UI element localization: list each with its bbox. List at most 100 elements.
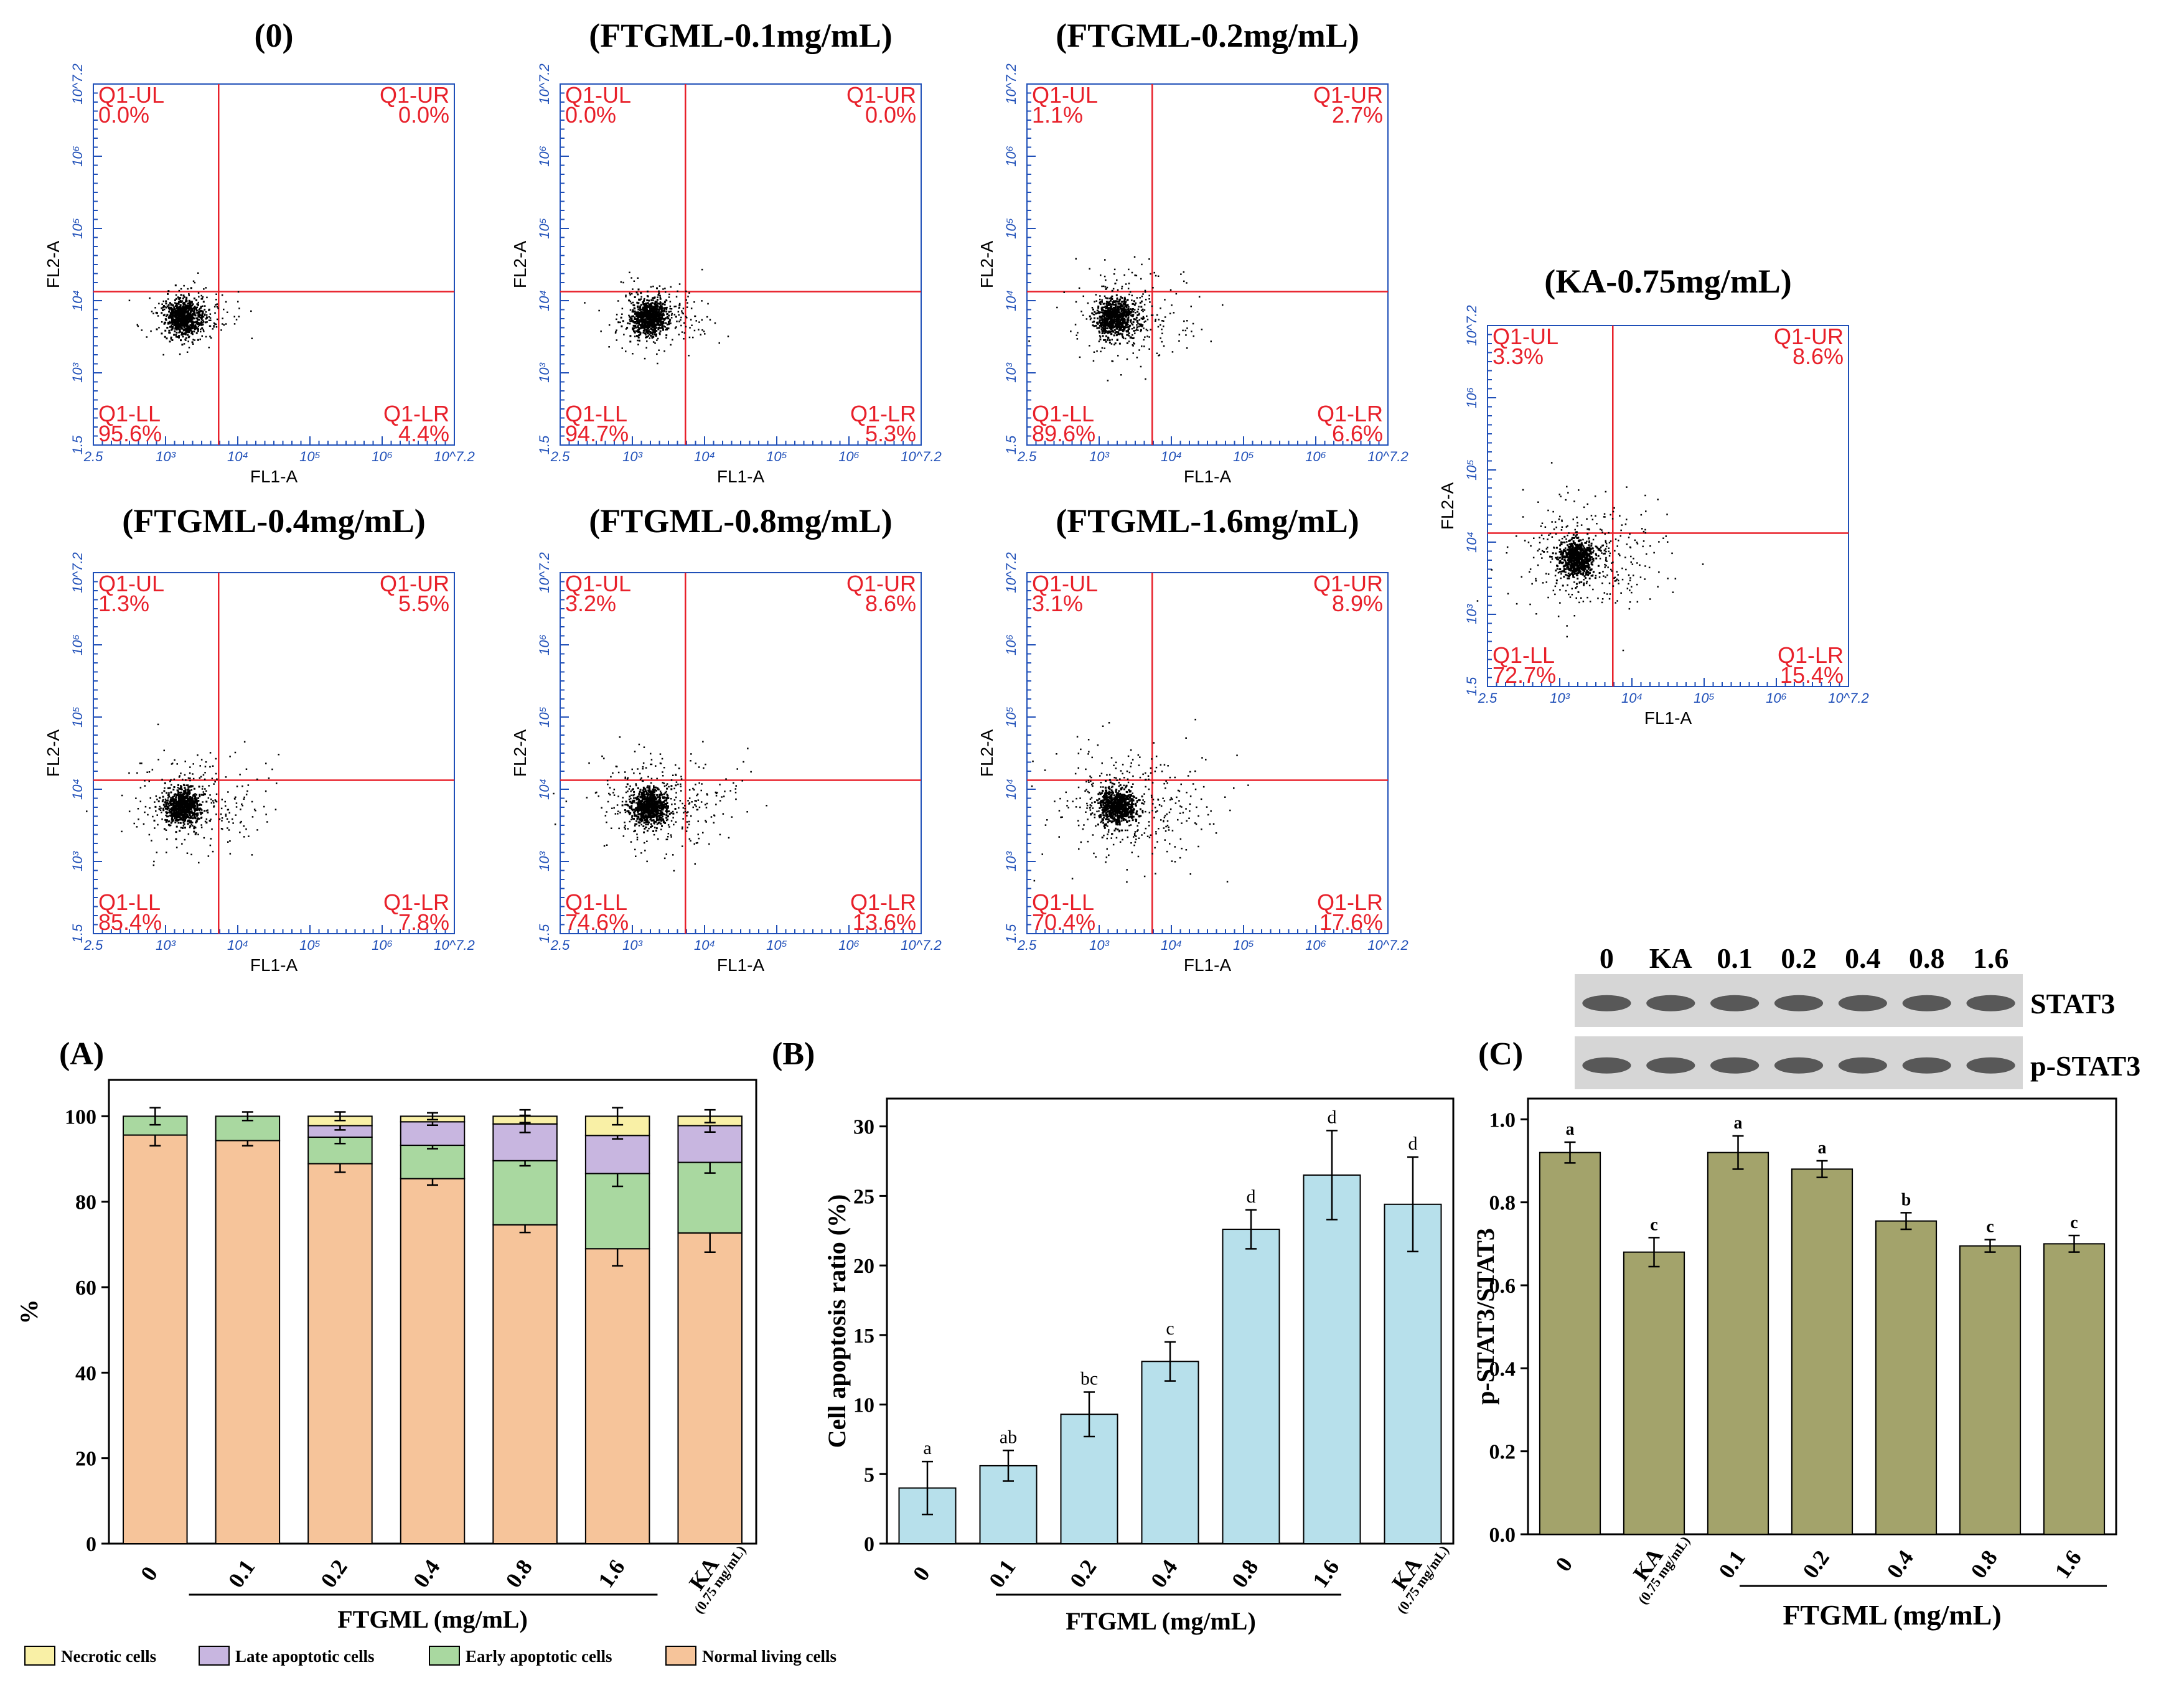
y-tick-label: 1.0	[1489, 1109, 1516, 1132]
y-axis-tick-label: 10³	[537, 851, 552, 871]
y-axis-tick-label: 10⁴	[1003, 290, 1019, 311]
panel-label-c: (C)	[1478, 1036, 1523, 1072]
flow-event-dots	[86, 723, 279, 866]
x-axis-tick-label: 10⁵	[299, 937, 321, 953]
x-axis-tick-label: 10⁵	[299, 449, 321, 464]
x-axis-tick-label: 10⁶	[372, 449, 393, 464]
q1-lr-name: Q1-LR	[383, 889, 449, 915]
protein-band	[1646, 995, 1695, 1011]
significance-letter: c	[1650, 1215, 1657, 1234]
stacked-bar-segment	[492, 1160, 558, 1226]
q1-lr-value: 15.4%	[1780, 662, 1844, 688]
lane-label: 0.4	[1845, 942, 1881, 974]
x-axis-tick-label: 10⁴	[1621, 690, 1643, 706]
q1-lr-name: Q1-LR	[383, 401, 449, 426]
stacked-bar-segment	[400, 1145, 466, 1179]
y-axis-tick-label: 1.5	[70, 924, 85, 943]
flow-panel: (FTGML-0.1mg/mL)Q1-UL0.0%Q1-UR0.0%Q1-LL9…	[510, 17, 942, 486]
q1-ul-name: Q1-UL	[1493, 324, 1558, 349]
y-axis-title: %	[15, 1300, 43, 1325]
q1-ul-name: Q1-UL	[98, 82, 164, 108]
x-axis-tick-label: 10^7.2	[1828, 690, 1868, 706]
y-axis-tick-label: 1.5	[537, 435, 552, 454]
y-axis-tick-label: 10^7.2	[1003, 63, 1019, 104]
q1-ur-value: 0.0%	[398, 102, 449, 128]
q1-ul-name: Q1-UL	[98, 571, 164, 596]
y-axis-tick-label: 10⁵	[70, 706, 85, 728]
western-blot: 0 KA 0.1 0.2 0.4 0.8 1.6 STAT3 p-STAT3	[1575, 942, 2140, 1089]
flow-panel: (FTGML-0.2mg/mL) Q1-UL1.1% Q1-UR2.7% Q1-LL8…	[977, 17, 1408, 486]
y-axis-tick-label: 10⁶	[1003, 146, 1019, 167]
q1-lr-name: Q1-LR	[1317, 401, 1383, 426]
flow-event-dots	[584, 268, 729, 365]
q1-ur-name: Q1-UR	[846, 571, 916, 596]
q1-ll-value: 95.6%	[98, 421, 162, 446]
panel-label-b: (B)	[772, 1036, 815, 1072]
x-axis-tick-label: 10⁴	[1161, 449, 1182, 464]
x-axis-tick-label: 10⁵	[1233, 937, 1254, 953]
bar	[1623, 1251, 1685, 1535]
significance-letter: d	[1247, 1186, 1256, 1207]
y-axis-tick-label: 10^7.2	[70, 552, 85, 593]
x-axis-tick-label: 10⁴	[694, 449, 715, 464]
x-axis-tick-label: 10³	[1089, 449, 1109, 464]
y-axis-tick-label: 10^7.2	[1464, 305, 1479, 345]
y-axis-tick-label: 10⁶	[1003, 634, 1019, 655]
x-axis-tick-label: 10^7.2	[1367, 449, 1408, 464]
flow-panel-title: (FTGML-0.2mg/mL)	[1056, 17, 1359, 54]
q1-ul-name: Q1-UL	[565, 571, 631, 596]
x-axis-tick-label: 10⁵	[766, 937, 787, 953]
x-axis-tick-label: 10³	[622, 937, 642, 953]
q1-ul-value: 0.0%	[565, 102, 616, 128]
bar	[1875, 1220, 1938, 1535]
y-axis-name: FL2-A	[44, 729, 63, 777]
bar	[1791, 1168, 1854, 1536]
flow-panel-title: (KA-0.75mg/mL)	[1544, 263, 1791, 300]
y-tick-label: 0.4	[1489, 1358, 1516, 1381]
y-tick-label: 0.8	[1489, 1192, 1516, 1215]
flow-event-dots	[1031, 718, 1249, 883]
flow-panel-title: (FTGML-1.6mg/mL)	[1056, 502, 1359, 540]
x-axis-tick-label: 10^7.2	[901, 937, 941, 953]
x-axis-tick-label: 10⁶	[1766, 690, 1787, 706]
y-tick-label: 20	[75, 1448, 96, 1471]
flow-panel: (FTGML-0.4mg/mL) Q1-UL1.3% Q1-UR5.5% Q1-LL8…	[44, 502, 475, 975]
x-axis-name: FL1-A	[717, 467, 765, 486]
q1-ll-name: Q1-LL	[98, 889, 161, 915]
q1-ll-name: Q1-LL	[1032, 889, 1094, 915]
x-axis-name: FL1-A	[250, 955, 298, 975]
y-tick-label: 60	[75, 1277, 96, 1300]
y-tick-label: 100	[65, 1105, 96, 1128]
y-axis-tick-label: 10⁴	[70, 290, 85, 311]
protein-band	[1582, 995, 1631, 1011]
bar	[1141, 1361, 1199, 1544]
y-tick-label: 0.6	[1489, 1275, 1516, 1298]
stacked-bar-segment	[677, 1232, 743, 1544]
legend-swatch	[24, 1646, 55, 1666]
stacked-bar-segment	[400, 1178, 466, 1544]
x-axis-tick-label: 10⁶	[372, 937, 393, 953]
y-tick-label: 0.2	[1489, 1441, 1516, 1464]
q1-ul-name: Q1-UL	[1032, 571, 1098, 596]
panel-label-a: (A)	[59, 1036, 104, 1072]
q1-ur-name: Q1-UR	[1313, 571, 1383, 596]
bar	[1707, 1151, 1769, 1535]
y-axis-tick-label: 10³	[1003, 851, 1019, 871]
x-axis-tick-label: 10⁵	[1233, 449, 1254, 464]
q1-ul-name: Q1-UL	[565, 82, 631, 108]
protein-band	[1710, 995, 1760, 1011]
q1-ul-value: 0.0%	[98, 102, 149, 128]
y-axis-tick-label: 10⁶	[1464, 387, 1479, 408]
bar	[2043, 1243, 2106, 1536]
y-axis-tick-label: 10⁶	[70, 146, 85, 167]
x-axis-tick-label: 10⁴	[227, 937, 248, 953]
stacked-bar-segment	[307, 1163, 373, 1545]
protein-band	[1646, 1057, 1695, 1074]
y-axis-tick-label: 10⁴	[1464, 532, 1479, 553]
q1-ur-value: 0.0%	[865, 102, 916, 128]
protein-band	[1774, 1057, 1824, 1074]
y-axis-tick-label: 10³	[537, 362, 552, 382]
q1-lr-value: 5.3%	[865, 421, 916, 446]
x-axis-tick-label: 10⁴	[1161, 937, 1182, 953]
significance-letter: a	[1818, 1138, 1827, 1158]
